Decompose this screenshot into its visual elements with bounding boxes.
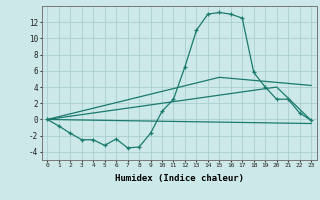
X-axis label: Humidex (Indice chaleur): Humidex (Indice chaleur) bbox=[115, 174, 244, 183]
